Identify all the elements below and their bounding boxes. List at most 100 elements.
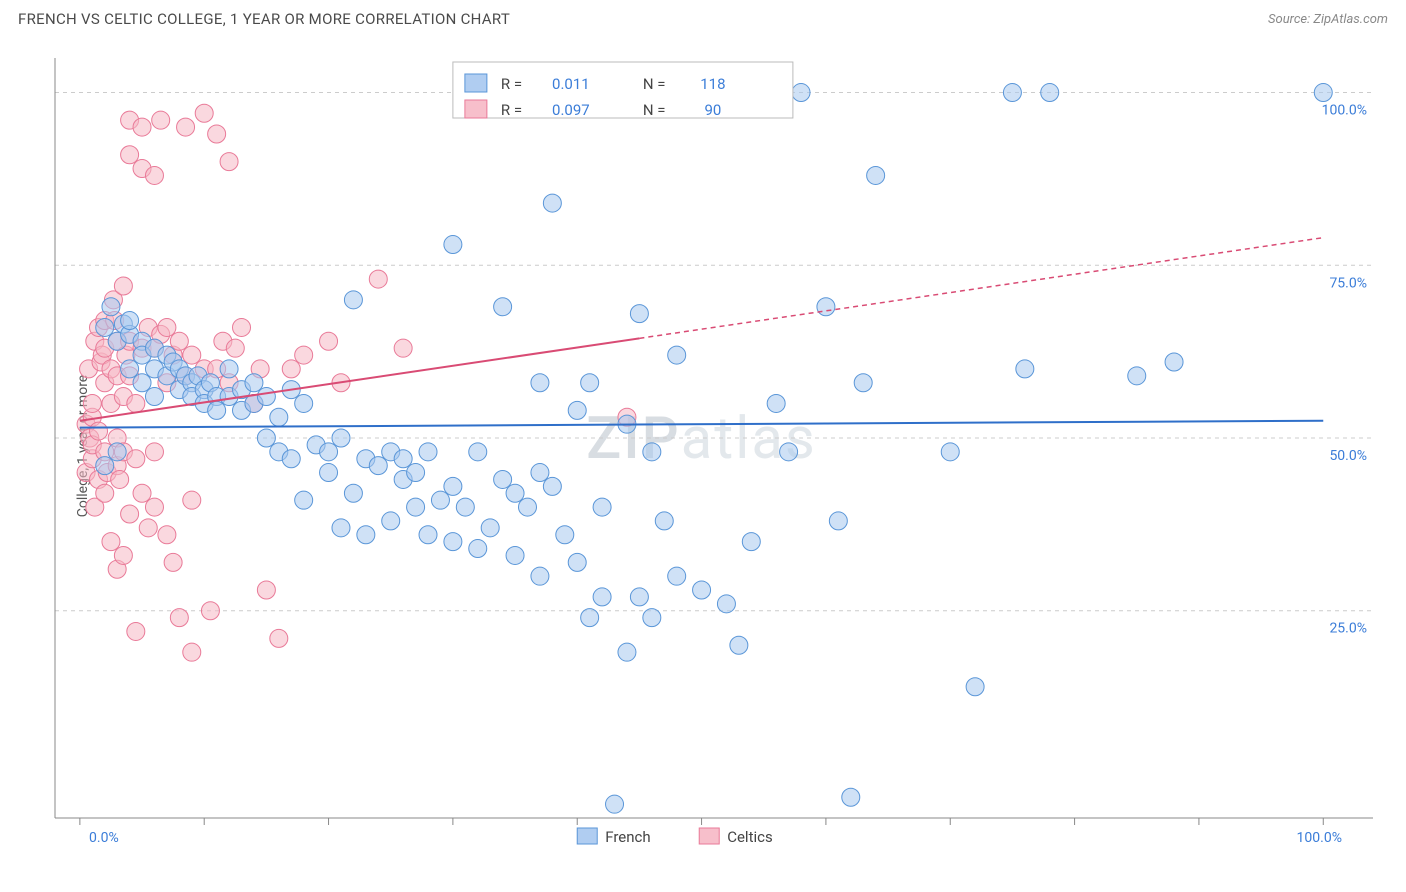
scatter-point-celtics [369, 270, 387, 288]
scatter-point-french [96, 318, 114, 336]
scatter-point-french [543, 194, 561, 212]
scatter-point-french [593, 588, 611, 606]
scatter-point-celtics [295, 346, 313, 364]
scatter-point-celtics [127, 622, 145, 640]
scatter-point-celtics [158, 318, 176, 336]
scatter-point-celtics [257, 581, 275, 599]
scatter-point-french [444, 477, 462, 495]
scatter-point-celtics [90, 422, 108, 440]
scatter-point-celtics [102, 533, 120, 551]
legend-n-value: 90 [704, 101, 721, 119]
scatter-point-celtics [133, 118, 151, 136]
scatter-point-celtics [226, 339, 244, 357]
scatter-point-french [357, 526, 375, 544]
scatter-point-french [817, 298, 835, 316]
scatter-point-french [780, 443, 798, 461]
scatter-point-celtics [114, 277, 132, 295]
scatter-chart-svg: ZIPatlas25.0%50.0%75.0%100.0%0.0%100.0%R… [45, 48, 1385, 868]
chart-source: Source: ZipAtlas.com [1268, 12, 1388, 27]
scatter-point-french [469, 540, 487, 558]
scatter-point-french [282, 450, 300, 468]
scatter-point-french [1314, 84, 1332, 102]
scatter-point-french [220, 360, 238, 378]
legend-r-value: 0.011 [552, 75, 590, 93]
scatter-point-french [1016, 360, 1034, 378]
scatter-point-french [270, 408, 288, 426]
bottom-legend-label-celtics: Celtics [727, 828, 773, 846]
legend-n-value: 118 [700, 75, 725, 93]
bottom-legend-label-french: French [605, 828, 650, 846]
scatter-point-celtics [114, 546, 132, 564]
scatter-point-french [419, 526, 437, 544]
scatter-point-french [593, 498, 611, 516]
scatter-point-french [394, 450, 412, 468]
legend-r-label: R = [501, 75, 522, 93]
scatter-point-french [1165, 353, 1183, 371]
scatter-point-celtics [170, 332, 188, 350]
scatter-point-french [444, 533, 462, 551]
y-tick-label: 75.0% [1329, 275, 1367, 291]
scatter-point-french [208, 401, 226, 419]
scatter-point-french [618, 643, 636, 661]
scatter-point-french [531, 567, 549, 585]
scatter-point-french [730, 636, 748, 654]
scatter-point-french [320, 464, 338, 482]
scatter-point-french [257, 429, 275, 447]
scatter-point-french [867, 166, 885, 184]
scatter-point-celtics [233, 318, 251, 336]
scatter-point-french [717, 595, 735, 613]
scatter-point-french [655, 512, 673, 530]
scatter-point-french [407, 498, 425, 516]
scatter-point-celtics [127, 450, 145, 468]
scatter-point-celtics [183, 346, 201, 364]
scatter-point-french [320, 443, 338, 461]
scatter-point-french [842, 788, 860, 806]
scatter-point-celtics [170, 609, 188, 627]
scatter-point-celtics [320, 332, 338, 350]
scatter-point-french [108, 443, 126, 461]
scatter-point-french [121, 360, 139, 378]
scatter-point-celtics [96, 484, 114, 502]
scatter-point-celtics [121, 146, 139, 164]
scatter-point-french [531, 464, 549, 482]
scatter-point-french [792, 84, 810, 102]
scatter-point-french [568, 553, 586, 571]
scatter-point-french [941, 443, 959, 461]
scatter-point-french [295, 491, 313, 509]
scatter-point-french [556, 526, 574, 544]
scatter-point-french [643, 443, 661, 461]
y-tick-label: 25.0% [1329, 621, 1367, 637]
scatter-point-celtics [195, 104, 213, 122]
scatter-point-french [643, 609, 661, 627]
scatter-point-celtics [177, 118, 195, 136]
chart-header: FRENCH VS CELTIC COLLEGE, 1 YEAR OR MORE… [0, 0, 1406, 34]
scatter-point-celtics [158, 526, 176, 544]
scatter-point-celtics [394, 339, 412, 357]
scatter-point-french [245, 374, 263, 392]
scatter-point-french [332, 429, 350, 447]
scatter-point-celtics [127, 394, 145, 412]
scatter-point-french [133, 374, 151, 392]
scatter-point-celtics [83, 394, 101, 412]
scatter-point-french [382, 512, 400, 530]
scatter-point-french [444, 236, 462, 254]
legend-r-value: 0.097 [552, 101, 590, 119]
scatter-point-french [456, 498, 474, 516]
bottom-legend-swatch-french [577, 828, 597, 844]
legend-n-label: N = [643, 75, 666, 93]
scatter-point-french [332, 519, 350, 537]
scatter-point-celtics [111, 470, 129, 488]
scatter-point-french [1003, 84, 1021, 102]
scatter-point-french [742, 533, 760, 551]
scatter-point-french [344, 484, 362, 502]
x-tick-label-max: 100.0% [1297, 830, 1342, 846]
scatter-point-french [295, 394, 313, 412]
scatter-point-celtics [133, 484, 151, 502]
scatter-point-french [121, 312, 139, 330]
scatter-point-french [630, 305, 648, 323]
scatter-point-french [96, 457, 114, 475]
scatter-point-french [581, 374, 599, 392]
scatter-point-celtics [145, 166, 163, 184]
scatter-point-french [829, 512, 847, 530]
scatter-point-celtics [145, 498, 163, 516]
